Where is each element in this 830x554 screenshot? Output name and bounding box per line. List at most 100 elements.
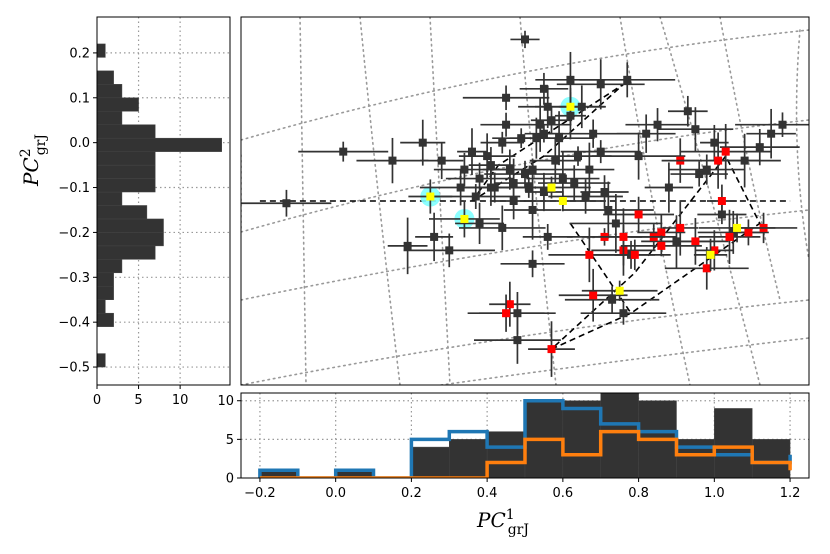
data-point-dark (616, 114, 676, 153)
ytick-label: −0.4 (58, 316, 90, 331)
data-point-yellow (535, 88, 606, 126)
y-axis-title: PC2grJ (18, 134, 49, 187)
data-point-dark (298, 141, 389, 162)
data-point-red (489, 281, 531, 327)
orange-step-histogram (259, 429, 792, 478)
data-point-dark (529, 137, 581, 184)
data-point-dark (510, 30, 540, 49)
bottom-hist-bar (411, 446, 450, 478)
data-point-dark (522, 223, 573, 250)
xtick-label: 1.2 (780, 486, 801, 501)
xtick-label: 0.0 (325, 486, 346, 501)
xtick-label: 0.6 (553, 486, 574, 501)
ytick-label: 0.2 (69, 46, 90, 61)
data-point-dark (403, 233, 495, 268)
ytick-label: 0.1 (69, 91, 90, 106)
data-point-dark (455, 202, 505, 245)
data-point-dark (387, 217, 428, 275)
bottom-hist-bar (714, 408, 753, 478)
left-histogram-bars (97, 43, 222, 368)
left-hist-bar (97, 286, 114, 300)
data-point-red (662, 218, 729, 265)
data-point-red (662, 200, 699, 256)
bottom-ytick-label: 5 (226, 433, 234, 448)
left-hist-bar (97, 259, 123, 274)
ytick-label: −0.1 (58, 181, 90, 196)
grid-curve (241, 299, 809, 385)
grid-curve (440, 337, 809, 385)
ytick-label: −0.2 (58, 226, 90, 241)
left-hist-bar (97, 245, 156, 260)
data-point-dark (491, 158, 574, 181)
ytick-label: −0.3 (58, 271, 90, 286)
data-point-dark (415, 212, 454, 262)
data-point-yellow (408, 179, 453, 214)
data-point-dark (569, 194, 663, 253)
data-point-dark (538, 165, 611, 201)
left-hist-bar (97, 164, 156, 179)
data-point-red (698, 209, 761, 264)
data-point-dark (473, 316, 561, 364)
xtick-label: 0.2 (401, 486, 422, 501)
grid-curve (519, 17, 557, 385)
left-hist-bar (97, 272, 114, 287)
left-xtick-label: 0 (93, 393, 101, 408)
data-point-red (581, 208, 665, 266)
left-histogram-grid (97, 17, 230, 385)
data-point-yellow (693, 238, 728, 272)
bottom-hist-tick-labels: 0 5 10 (217, 394, 241, 487)
left-hist-bar (97, 137, 222, 152)
left-hist-bar (97, 84, 123, 99)
data-point-dark (462, 85, 550, 111)
left-hist-bar (97, 43, 106, 58)
bottom-hist-bar (486, 431, 526, 478)
data-point-dark (420, 142, 464, 180)
left-hist-bar (97, 191, 123, 206)
data-point-dark (657, 107, 734, 152)
left-xtick-label: 10 (172, 393, 189, 408)
data-point-dark (591, 132, 686, 180)
data-point-dark (241, 189, 332, 217)
data-point-dark (530, 106, 573, 134)
xtick-label: 0.4 (477, 486, 498, 501)
data-point-dark (356, 137, 429, 184)
left-hist-bar (97, 232, 164, 247)
bottom-hist-bar (676, 439, 715, 478)
grid-curve (429, 17, 451, 385)
left-hist-bar (97, 110, 123, 125)
data-point-dark (458, 133, 516, 179)
data-point-dark (625, 108, 690, 142)
data-point-dark (562, 181, 654, 239)
xtick-label: −0.2 (244, 486, 276, 501)
left-hist-bar (97, 312, 114, 327)
bottom-histogram-bars (259, 393, 791, 478)
data-point-red (679, 123, 772, 180)
ytick-label: −0.5 (58, 361, 90, 376)
data-point-dark (580, 175, 629, 209)
data-point-dark (500, 250, 565, 278)
data-point-dark (560, 140, 641, 164)
data-point-dark (400, 119, 446, 166)
xtick-label: 1.0 (704, 486, 725, 501)
data-point-dark (479, 172, 511, 203)
x-tick-labels: −0.2 0.0 0.2 0.4 0.6 0.8 1.0 1.2 (244, 478, 800, 501)
data-point-yellow (698, 213, 776, 243)
data-point-dark (445, 162, 514, 195)
data-point-yellow (523, 190, 602, 212)
bottom-hist-bar (449, 439, 488, 478)
bottom-panel-frame (240, 392, 810, 479)
left-hist-bar (97, 151, 156, 166)
dashed-line-lower-box (550, 154, 761, 350)
data-point-dark (480, 131, 524, 154)
data-point-yellow (512, 176, 591, 199)
grid-curve (659, 17, 761, 385)
data-point-yellow (581, 280, 658, 301)
left-hist-bar (97, 299, 106, 314)
main-panel-frame (240, 16, 810, 386)
bottom-ytick-label: 10 (217, 394, 234, 409)
data-point-dark (548, 179, 623, 214)
data-point-red (528, 321, 575, 377)
ytick-label: 0.0 (69, 136, 90, 151)
grid-curve (719, 17, 781, 301)
